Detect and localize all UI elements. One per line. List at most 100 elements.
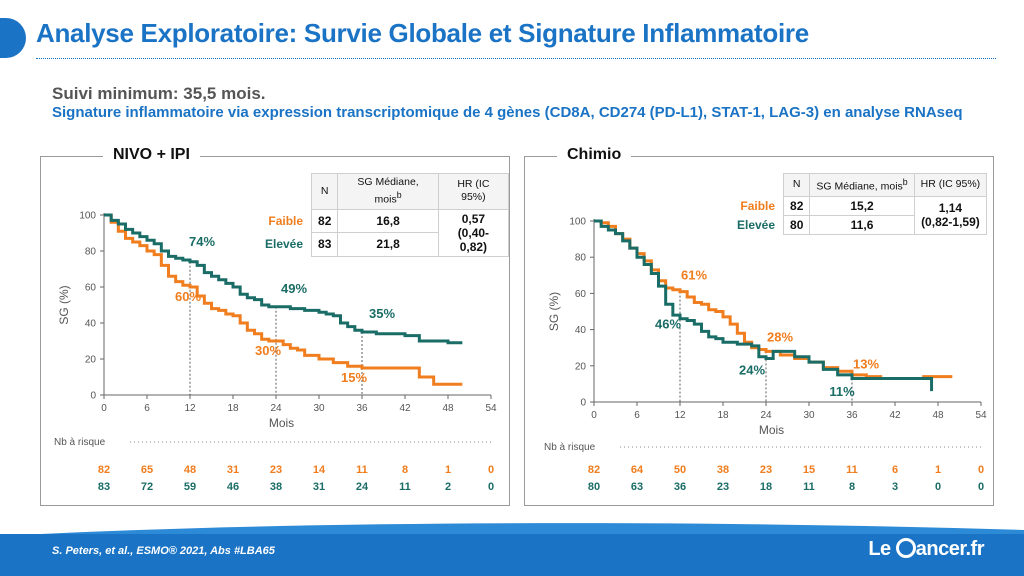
at-risk-elevee: 0	[935, 481, 941, 493]
at-risk-faible: 15	[803, 464, 815, 476]
cell-hr: 0,57 (0,40-0,82)	[437, 208, 510, 257]
row-label-elevee: Elevée	[265, 237, 304, 252]
panel-title-nivo-ipi: NIVO + IPI	[103, 146, 200, 164]
at-risk-elevee: 0	[488, 481, 494, 493]
x-axis-label: Mois	[269, 416, 294, 430]
at-risk-elevee: 72	[141, 481, 153, 493]
at-risk-elevee: 18	[760, 481, 772, 493]
cell-median-faible: 15,2	[809, 195, 915, 216]
x-tick-label: 18	[227, 403, 239, 414]
at-risk-faible: 0	[488, 464, 494, 476]
landmark-label: 28%	[767, 329, 793, 344]
at-risk-elevee: 63	[631, 481, 643, 493]
page-title: Analyse Exploratoire: Survie Globale et …	[36, 18, 809, 48]
stats-table-chimio: N SG Médiane, moisb HR (IC 95%) Faible 8…	[731, 173, 988, 235]
at-risk-faible: 1	[935, 464, 941, 476]
at-risk-elevee: 11	[803, 481, 815, 493]
x-tick-label: 30	[313, 403, 325, 414]
at-risk-elevee: 11	[399, 481, 411, 493]
y-tick-label: 100	[79, 211, 96, 222]
cell-median-elevee: 11,6	[809, 214, 915, 235]
landmark-label: 35%	[369, 306, 395, 321]
x-tick-label: 0	[101, 403, 107, 414]
at-risk-elevee: 8	[849, 481, 855, 493]
landmark-label: 60%	[175, 289, 201, 304]
at-risk-faible: 1	[445, 464, 451, 476]
y-tick-label: 40	[85, 319, 97, 330]
x-tick-label: 54	[485, 403, 497, 414]
at-risk-elevee: 36	[674, 481, 686, 493]
landmark-label: 61%	[681, 268, 707, 283]
at-risk-elevee: 31	[313, 481, 325, 493]
at-risk-faible: 48	[184, 464, 196, 476]
at-risk-elevee: 59	[184, 481, 196, 493]
km-curve-elevee	[104, 213, 463, 345]
at-risk-elevee: 80	[588, 481, 600, 493]
x-tick-label: 48	[442, 403, 454, 414]
footer-bar	[0, 534, 1024, 576]
landmark-label: 13%	[853, 356, 879, 371]
at-risk-elevee: 46	[227, 481, 239, 493]
header-n: N	[311, 173, 339, 210]
at-risk-label: Nb à risque	[54, 437, 106, 448]
x-tick-label: 0	[591, 410, 597, 421]
at-risk-elevee: 2	[445, 481, 451, 493]
cell-n-elevee: 80	[783, 214, 811, 235]
panel-chimio: Chimio 0 20 40 60 80 100 0 6 12 18 24 30 36 42 48 54 Moi…	[524, 146, 994, 506]
at-risk-faible: 64	[631, 464, 644, 476]
cell-hr: 1,14 (0,82-1,59)	[913, 195, 988, 235]
x-tick-label: 24	[760, 410, 772, 421]
site-logo: Le ancer.fr	[868, 538, 985, 560]
citation: S. Peters, et al., ESMO® 2021, Abs #LBA6…	[52, 545, 275, 557]
y-tick-label: 100	[569, 217, 586, 228]
row-label-elevee: Elevée	[737, 217, 776, 232]
at-risk-faible: 14	[313, 464, 326, 476]
at-risk-faible: 11	[356, 464, 368, 476]
at-risk-faible: 50	[674, 464, 686, 476]
x-tick-label: 12	[184, 403, 196, 414]
at-risk-label: Nb à risque	[544, 442, 596, 453]
y-tick-label: 40	[575, 325, 587, 336]
at-risk-faible: 82	[588, 464, 600, 476]
y-tick-label: 20	[85, 355, 97, 366]
x-tick-label: 36	[356, 403, 368, 414]
at-risk-elevee: 83	[98, 481, 110, 493]
landmark-label: 15%	[341, 370, 367, 385]
y-tick-label: 80	[575, 253, 587, 264]
signature-subtitle: Signature inflammatoire via expression t…	[52, 104, 963, 121]
at-risk-faible: 23	[270, 464, 282, 476]
y-tick-label: 20	[575, 361, 587, 372]
y-tick-label: 0	[580, 398, 586, 409]
y-tick-label: 60	[575, 289, 587, 300]
at-risk-elevee: 38	[270, 481, 282, 493]
cell-n-elevee: 83	[311, 232, 339, 257]
header-median: SG Médiane, moisb	[809, 173, 915, 197]
y-tick-label: 0	[90, 391, 96, 402]
y-tick-label: 80	[85, 247, 97, 258]
at-risk-faible: 38	[717, 464, 729, 476]
row-label-faible: Faible	[268, 213, 304, 228]
x-tick-label: 24	[270, 403, 282, 414]
at-risk-elevee: 3	[892, 481, 898, 493]
footer-wave	[0, 523, 1024, 536]
km-curve-faible	[104, 213, 463, 386]
at-risk-elevee: 23	[717, 481, 729, 493]
y-axis-label: SG (%)	[57, 285, 71, 324]
landmark-label: 11%	[829, 384, 855, 399]
cell-median-faible: 16,8	[337, 208, 439, 233]
logo-c-icon	[895, 538, 916, 558]
x-tick-label: 42	[889, 410, 901, 421]
follow-up-subtitle: Suivi minimum: 35,5 mois.	[52, 84, 266, 103]
landmark-label: 24%	[739, 363, 765, 378]
km-curve-elevee	[594, 219, 934, 392]
y-axis-label: SG (%)	[547, 292, 561, 331]
cell-n-faible: 82	[783, 195, 811, 216]
at-risk-faible: 23	[760, 464, 772, 476]
at-risk-faible: 82	[98, 464, 110, 476]
panel-nivo-ipi: NIVO + IPI 0 20 40 60 80 100 0 6 12 18 24 30 36 42 48 5…	[40, 146, 510, 506]
panel-title-chimio: Chimio	[557, 146, 632, 164]
landmark-label: 46%	[655, 317, 681, 332]
x-tick-label: 30	[803, 410, 815, 421]
